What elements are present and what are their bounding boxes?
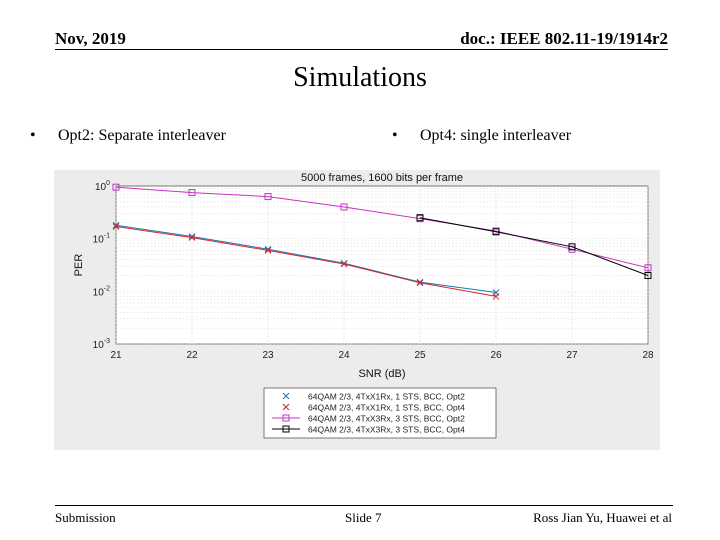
legend-entry-label: 64QAM 2/3, 4TxX3Rx, 3 STS, BCC, Opt4 xyxy=(308,425,465,435)
legend-marker xyxy=(282,414,290,422)
marker-stroke xyxy=(264,245,272,253)
marker-stroke xyxy=(416,278,424,286)
data-point-series-4 xyxy=(416,214,424,222)
x-tick-label: 28 xyxy=(642,350,654,361)
bullet-text: Opt4: single interleaver xyxy=(420,127,572,144)
legend-box xyxy=(263,387,497,439)
x-tick-label: 26 xyxy=(490,350,502,361)
x-tick-label: 23 xyxy=(262,350,274,361)
data-point-series-2 xyxy=(188,234,196,241)
series-line-3 xyxy=(115,186,649,269)
marker-stroke xyxy=(112,223,120,230)
x-axis-label: SNR (dB) xyxy=(358,368,405,380)
legend-entry-label: 64QAM 2/3, 4TxX1Rx, 1 STS, BCC, Opt4 xyxy=(308,403,465,413)
marker-stroke xyxy=(112,221,120,229)
data-point-series-4 xyxy=(644,271,652,279)
bullet-text: Opt2: Separate interleaver xyxy=(58,127,226,144)
data-point-series-2 xyxy=(416,279,424,287)
legend-marker xyxy=(282,403,290,411)
header-rule xyxy=(55,49,668,50)
bullet-opt4: • Opt4: single interleaver xyxy=(392,127,571,145)
series-line-1 xyxy=(115,224,497,293)
x-tick-label: 27 xyxy=(566,350,578,361)
footer-rule xyxy=(55,505,673,506)
data-point-series-3 xyxy=(340,203,348,211)
per-chart-figure: 21 22 23 24 25 26 27 28 100 10-1 10-2 10-3 5000 fra… xyxy=(54,170,660,450)
marker-stroke xyxy=(282,403,290,411)
y-tick-label: 10-3 xyxy=(93,338,110,351)
data-point-series-4 xyxy=(568,243,576,251)
x-tick-label: 22 xyxy=(186,350,198,361)
data-point-series-2 xyxy=(340,260,348,268)
marker-stroke xyxy=(492,293,500,300)
legend-entry-label: 64QAM 2/3, 4TxX3Rx, 3 STS, BCC, Opt2 xyxy=(308,414,465,424)
series-line-2 xyxy=(115,226,497,297)
marker-stroke xyxy=(188,233,196,240)
data-point-series-1 xyxy=(416,278,424,286)
footer-slide-number: Slide 7 xyxy=(345,510,382,525)
legend-entry-label: 64QAM 2/3, 4TxX1Rx, 1 STS, BCC, Opt2 xyxy=(308,392,465,402)
x-tick-label: 21 xyxy=(110,350,122,361)
axis-ticks: 21 22 23 24 25 26 27 28 100 10-1 10-2 10-3 xyxy=(93,180,654,361)
plot-area xyxy=(115,185,649,345)
marker-stroke xyxy=(416,279,424,287)
y-axis-label: PER xyxy=(73,254,85,277)
per-chart: 21 22 23 24 25 26 27 28 100 10-1 10-2 10-3 5000 fra… xyxy=(54,170,660,450)
data-point-series-1 xyxy=(188,233,196,240)
series-line-4 xyxy=(419,217,649,276)
bullet-opt2: • Opt2: Separate interleaver xyxy=(30,127,226,145)
data-point-series-3 xyxy=(112,183,120,191)
x-tick-label: 25 xyxy=(414,350,426,361)
footer-author: Ross Jian Yu, Huawei et al xyxy=(533,510,672,525)
y-tick-label: 100 xyxy=(95,180,110,193)
slide-title: Simulations xyxy=(293,62,427,93)
data-point-series-3 xyxy=(188,189,196,197)
legend: 64QAM 2/3, 4TxX1Rx, 1 STS, BCC, Opt264QA… xyxy=(263,387,497,439)
data-point-series-3 xyxy=(644,264,652,272)
header-date: Nov, 2019 xyxy=(55,29,126,48)
grid-lines xyxy=(115,186,649,345)
x-tick-label: 24 xyxy=(338,350,350,361)
marker-stroke xyxy=(282,392,290,400)
data-point-series-2 xyxy=(264,246,272,254)
data-point-series-2 xyxy=(112,223,120,230)
marker-stroke xyxy=(188,234,196,241)
chart-title: 5000 frames, 1600 bits per frame xyxy=(301,172,463,184)
y-tick-label: 10-1 xyxy=(93,233,110,246)
header-doc-id: doc.: IEEE 802.11-19/1914r2 xyxy=(460,29,668,48)
series-group xyxy=(112,183,652,300)
bullet-marker: • xyxy=(30,127,36,144)
y-tick-label: 10-2 xyxy=(93,285,110,298)
data-point-series-2 xyxy=(492,293,500,300)
data-point-series-4 xyxy=(492,228,500,236)
data-point-series-3 xyxy=(264,193,272,201)
legend-marker xyxy=(282,425,290,433)
bullet-marker: • xyxy=(392,127,398,144)
marker-stroke xyxy=(264,246,272,254)
legend-marker xyxy=(282,392,290,400)
marker-stroke xyxy=(340,260,348,268)
footer-submission: Submission xyxy=(55,510,116,525)
